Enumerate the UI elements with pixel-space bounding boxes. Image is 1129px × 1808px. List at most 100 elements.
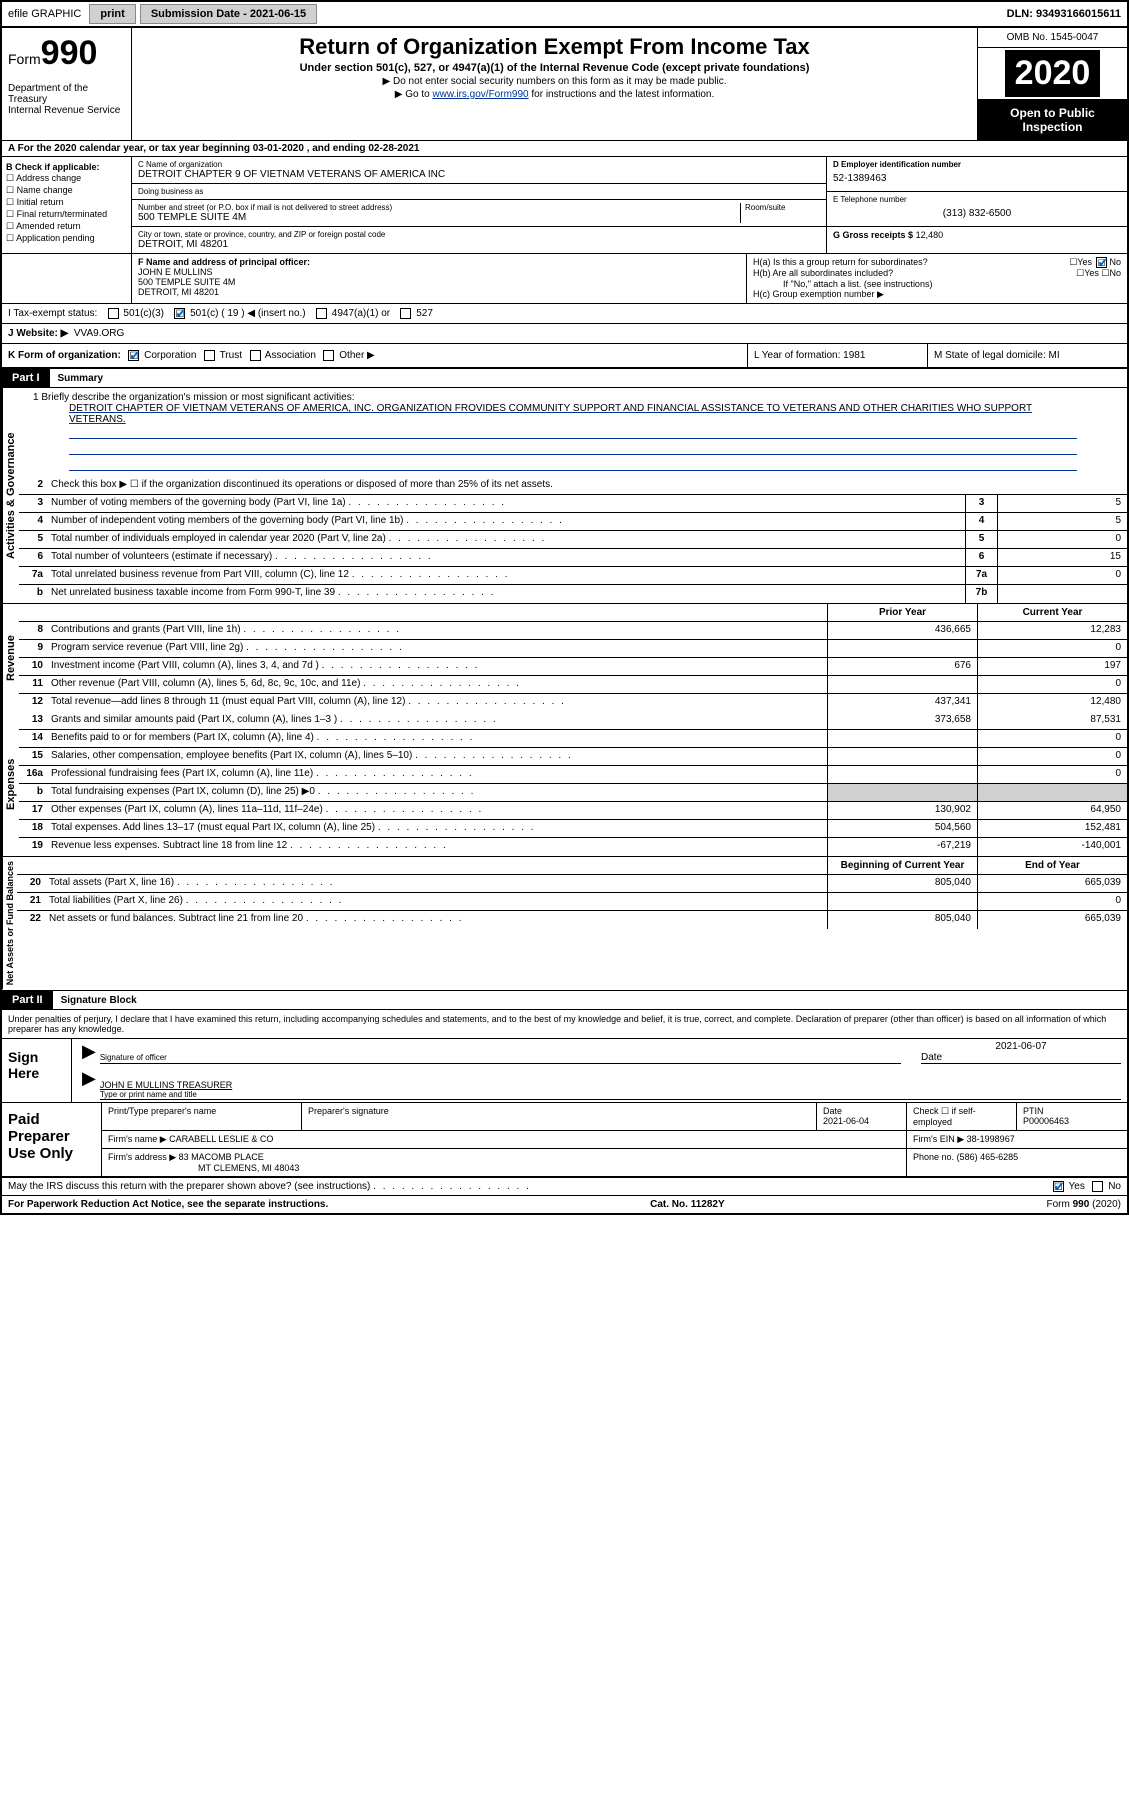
expenses-side-label: Expenses (2, 712, 19, 856)
chk-501c[interactable] (174, 308, 185, 319)
paid-preparer-label: Paid Preparer Use Only (2, 1103, 102, 1176)
revenue-side-label: Revenue (2, 604, 19, 712)
instructions-link-row: ▶ Go to www.irs.gov/Form990 for instruct… (138, 89, 971, 100)
chk-initial-return[interactable]: Initial return (6, 197, 127, 208)
line-5: 5Total number of individuals employed in… (19, 531, 1127, 549)
omb-number: OMB No. 1545-0047 (978, 28, 1127, 48)
dln-label: DLN: 93493166015611 (1001, 5, 1127, 23)
mission-block: 1 Briefly describe the organization's mi… (19, 388, 1127, 477)
line-14: 14Benefits paid to or for members (Part … (19, 730, 1127, 748)
line-13: 13Grants and similar amounts paid (Part … (19, 712, 1127, 730)
ptin-field: PTINP00006463 (1017, 1103, 1127, 1130)
chk-address-change[interactable]: Address change (6, 173, 127, 184)
line-6: 6Total number of volunteers (estimate if… (19, 549, 1127, 567)
preparer-date: Date2021-06-04 (817, 1103, 907, 1130)
chk-association[interactable] (250, 350, 261, 361)
form-number: Form990 (8, 34, 125, 73)
ein-box: D Employer identification number 52-1389… (827, 157, 1127, 192)
firm-name: Firm's name ▶ CARABELL LESLIE & CO (102, 1131, 907, 1148)
line-8: 8Contributions and grants (Part VIII, li… (19, 622, 1127, 640)
form-990-page: efile GRAPHIC print Submission Date - 20… (0, 0, 1129, 1215)
chk-final-return[interactable]: Final return/terminated (6, 209, 127, 220)
city-box: City or town, state or province, country… (132, 227, 826, 253)
line-10: 10Investment income (Part VIII, column (… (19, 658, 1127, 676)
netassets-section: Net Assets or Fund Balances Beginning of… (2, 857, 1127, 990)
line-19: 19Revenue less expenses. Subtract line 1… (19, 838, 1127, 856)
form-of-org-row: K Form of organization: Corporation Trus… (2, 344, 1127, 369)
ssn-warning: ▶ Do not enter social security numbers o… (138, 76, 971, 87)
discuss-row: May the IRS discuss this return with the… (2, 1178, 1127, 1196)
efile-label: efile GRAPHIC (2, 5, 87, 23)
governance-section: Activities & Governance 1 Briefly descri… (2, 388, 1127, 604)
firm-ein: Firm's EIN ▶ 38-1998967 (907, 1131, 1127, 1148)
line-11: 11Other revenue (Part VIII, column (A), … (19, 676, 1127, 694)
entity-info-section: B Check if applicable: Address change Na… (2, 157, 1127, 254)
dba-box: Doing business as (132, 184, 826, 200)
line-b: bTotal fundraising expenses (Part IX, co… (19, 784, 1127, 802)
line-3: 3Number of voting members of the governi… (19, 495, 1127, 513)
chk-corporation[interactable] (128, 350, 139, 361)
chk-application-pending[interactable]: Application pending (6, 233, 127, 244)
topbar: efile GRAPHIC print Submission Date - 20… (2, 2, 1127, 28)
firm-address: Firm's address ▶ 83 MACOMB PLACE MT CLEM… (102, 1149, 907, 1176)
mission-text: DETROIT CHAPTER OF VIETNAM VETERANS OF A… (69, 403, 1077, 425)
line-15: 15Salaries, other compensation, employee… (19, 748, 1127, 766)
group-return-section: H(a) Is this a group return for subordin… (747, 254, 1127, 303)
org-name-box: C Name of organization DETROIT CHAPTER 9… (132, 157, 826, 184)
line-2: 2Check this box ▶ ☐ if the organization … (19, 477, 1127, 495)
phone-box: E Telephone number (313) 832-6500 (827, 192, 1127, 227)
expenses-section: Expenses 13Grants and similar amounts pa… (2, 712, 1127, 857)
self-employed-check[interactable]: Check ☐ if self-employed (907, 1103, 1017, 1130)
print-button[interactable]: print (89, 4, 135, 24)
footer-note: For Paperwork Reduction Act Notice, see … (2, 1196, 1127, 1213)
firm-phone: Phone no. (586) 465-6285 (907, 1149, 1127, 1176)
chk-name-change[interactable]: Name change (6, 185, 127, 196)
chk-527[interactable] (400, 308, 411, 319)
governance-side-label: Activities & Governance (2, 388, 19, 603)
line-4: 4Number of independent voting members of… (19, 513, 1127, 531)
line-18: 18Total expenses. Add lines 13–17 (must … (19, 820, 1127, 838)
netassets-side-label: Net Assets or Fund Balances (2, 857, 17, 989)
line-22: 22Net assets or fund balances. Subtract … (17, 911, 1127, 929)
line-12: 12Total revenue—add lines 8 through 11 (… (19, 694, 1127, 712)
line-7a: 7aTotal unrelated business revenue from … (19, 567, 1127, 585)
chk-other[interactable] (323, 350, 334, 361)
part-1-header: Part ISummary (2, 369, 1127, 388)
perjury-declaration: Under penalties of perjury, I declare th… (2, 1010, 1127, 1039)
state-domicile: M State of legal domicile: MI (927, 344, 1127, 367)
submission-date-button[interactable]: Submission Date - 2021-06-15 (140, 4, 317, 24)
chk-501c3[interactable] (108, 308, 119, 319)
open-inspection: Open to Public Inspection (978, 100, 1127, 140)
revenue-section-wrap: Revenue Prior Year Current Year 8Contrib… (2, 604, 1127, 712)
chk-trust[interactable] (204, 350, 215, 361)
form-subtitle: Under section 501(c), 527, or 4947(a)(1)… (138, 62, 971, 74)
line-17: 17Other expenses (Part IX, column (A), l… (19, 802, 1127, 820)
officer-name-field: JOHN E MULLINS TREASURER Type or print n… (100, 1068, 1121, 1100)
chk-4947[interactable] (316, 308, 327, 319)
officer-group-section: F Name and address of principal officer:… (2, 254, 1127, 304)
discuss-no-check[interactable] (1092, 1181, 1103, 1192)
principal-officer: F Name and address of principal officer:… (132, 254, 747, 303)
website-row: J Website: ▶ VVA9.ORG (2, 324, 1127, 344)
sig-arrow-icon-2: ▶ (78, 1068, 100, 1100)
officer-signature-field[interactable]: Signature of officer (100, 1041, 901, 1064)
form-title: Return of Organization Exempt From Incom… (138, 34, 971, 60)
instructions-link[interactable]: www.irs.gov/Form990 (432, 89, 528, 100)
tax-year-range: A For the 2020 calendar year, or tax yea… (2, 141, 1127, 157)
chk-amended-return[interactable]: Amended return (6, 221, 127, 232)
discuss-yes-check[interactable] (1053, 1181, 1064, 1192)
tax-year: 2020 (1005, 50, 1101, 97)
tax-exempt-status: I Tax-exempt status: 501(c)(3) 501(c) ( … (2, 304, 1127, 324)
preparer-name-field: Print/Type preparer's name (102, 1103, 302, 1130)
preparer-sig-field: Preparer's signature (302, 1103, 817, 1130)
signature-date: 2021-06-07 Date (921, 1041, 1121, 1064)
check-applicable: B Check if applicable: Address change Na… (2, 157, 132, 253)
ha-no-check[interactable] (1096, 257, 1107, 268)
sig-arrow-icon: ▶ (78, 1041, 100, 1064)
line-16a: 16aProfessional fundraising fees (Part I… (19, 766, 1127, 784)
prior-current-header: Prior Year Current Year (19, 604, 1127, 622)
line-9: 9Program service revenue (Part VIII, lin… (19, 640, 1127, 658)
address-box: Number and street (or P.O. box if mail i… (132, 200, 826, 227)
year-formation: L Year of formation: 1981 (747, 344, 927, 367)
gross-receipts: G Gross receipts $ 12,480 (827, 227, 1127, 243)
